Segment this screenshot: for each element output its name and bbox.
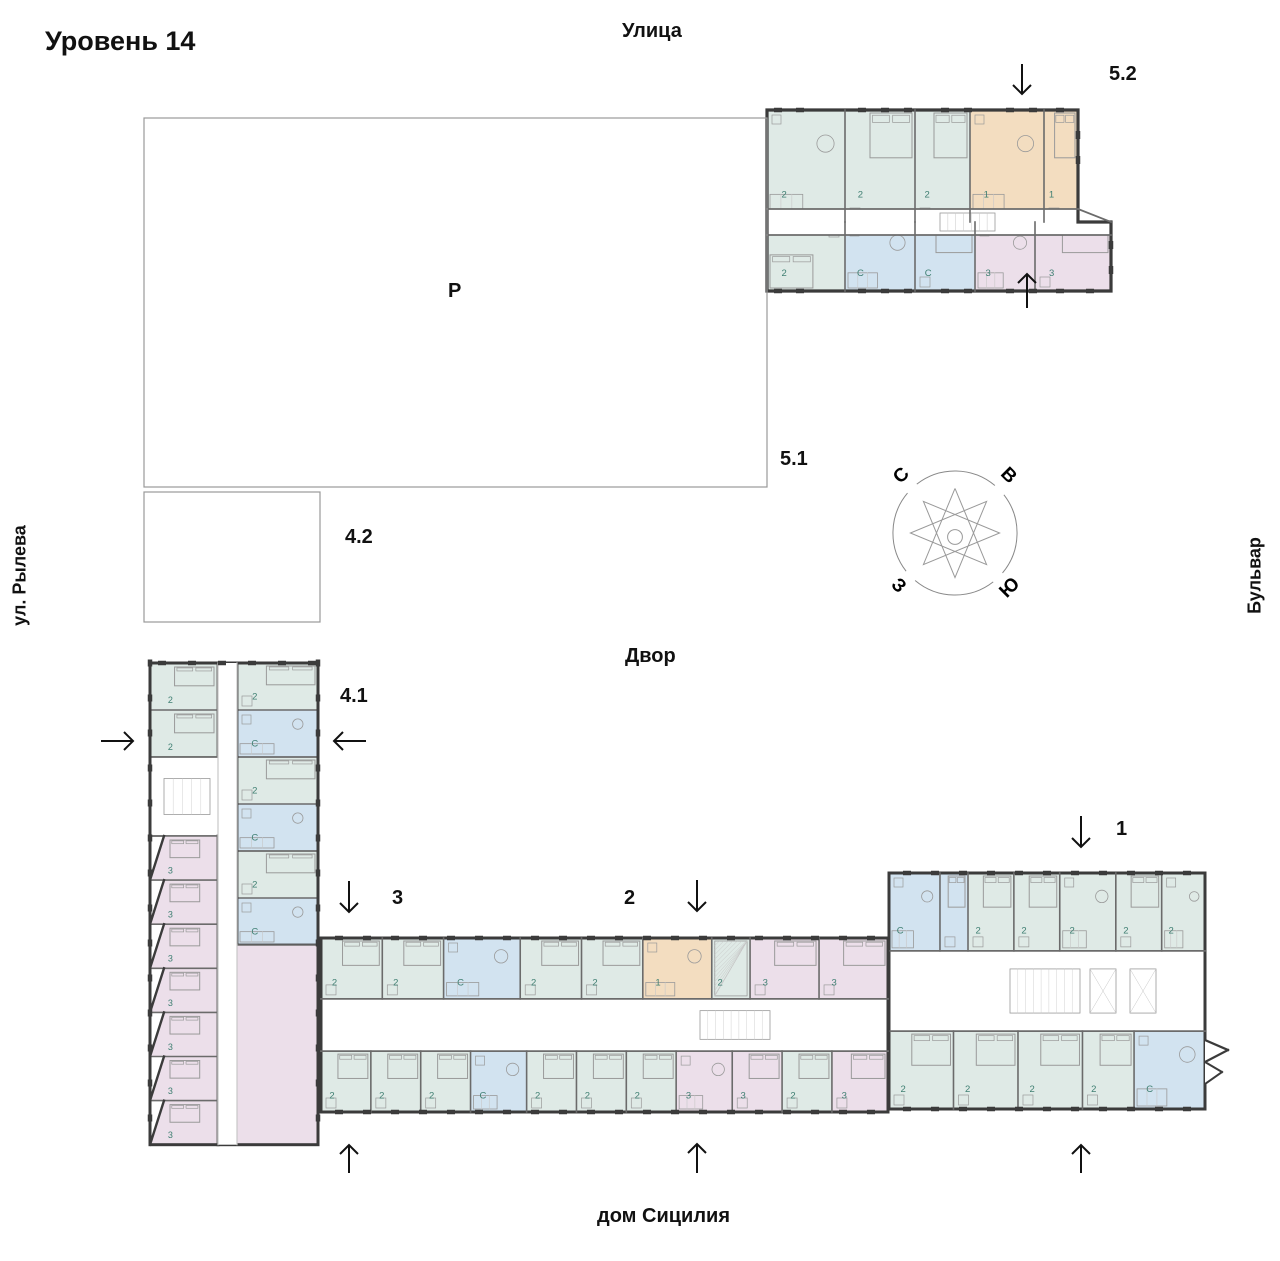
svg-text:3: 3 bbox=[168, 998, 173, 1008]
svg-text:3: 3 bbox=[986, 268, 991, 279]
svg-text:2: 2 bbox=[252, 786, 257, 797]
svg-text:2: 2 bbox=[1069, 926, 1074, 937]
svg-text:2: 2 bbox=[393, 978, 398, 989]
svg-text:2: 2 bbox=[252, 692, 257, 703]
svg-text:2: 2 bbox=[1091, 1084, 1096, 1095]
svg-text:1: 1 bbox=[1049, 189, 1054, 200]
svg-text:C: C bbox=[897, 926, 904, 937]
svg-text:C: C bbox=[1146, 1084, 1153, 1095]
svg-text:Ю: Ю bbox=[996, 574, 1025, 603]
svg-text:2: 2 bbox=[332, 978, 337, 989]
svg-text:2: 2 bbox=[429, 1091, 434, 1102]
svg-text:2: 2 bbox=[168, 742, 173, 752]
svg-text:3: 3 bbox=[168, 1130, 173, 1140]
svg-text:2: 2 bbox=[592, 978, 597, 989]
svg-text:2: 2 bbox=[1169, 926, 1174, 937]
svg-text:C: C bbox=[251, 833, 258, 844]
svg-text:1: 1 bbox=[984, 189, 989, 200]
svg-text:3: 3 bbox=[842, 1091, 847, 1102]
svg-text:3: 3 bbox=[763, 978, 768, 989]
svg-text:2: 2 bbox=[585, 1091, 590, 1102]
svg-text:2: 2 bbox=[531, 978, 536, 989]
svg-text:3: 3 bbox=[168, 910, 173, 920]
svg-text:2: 2 bbox=[718, 978, 723, 989]
svg-text:C: C bbox=[479, 1091, 486, 1102]
svg-text:2: 2 bbox=[965, 1084, 970, 1095]
svg-text:З: З bbox=[887, 574, 910, 597]
svg-text:2: 2 bbox=[924, 189, 929, 200]
svg-text:2: 2 bbox=[1030, 1084, 1035, 1095]
svg-text:2: 2 bbox=[858, 189, 863, 200]
svg-text:3: 3 bbox=[1049, 268, 1054, 279]
svg-text:3: 3 bbox=[832, 978, 837, 989]
svg-text:2: 2 bbox=[535, 1091, 540, 1102]
svg-text:3: 3 bbox=[168, 1086, 173, 1096]
svg-text:2: 2 bbox=[901, 1084, 906, 1095]
svg-text:В: В bbox=[996, 463, 1021, 488]
svg-text:2: 2 bbox=[168, 695, 173, 705]
svg-text:C: C bbox=[457, 978, 464, 989]
svg-text:C: C bbox=[925, 268, 932, 279]
svg-text:2: 2 bbox=[790, 1091, 795, 1102]
svg-text:2: 2 bbox=[329, 1091, 334, 1102]
svg-text:3: 3 bbox=[168, 954, 173, 964]
svg-text:C: C bbox=[251, 927, 258, 938]
svg-text:3: 3 bbox=[168, 1042, 173, 1052]
svg-text:2: 2 bbox=[782, 268, 787, 279]
svg-text:2: 2 bbox=[1021, 926, 1026, 937]
svg-text:2: 2 bbox=[252, 880, 257, 891]
svg-text:2: 2 bbox=[1123, 926, 1128, 937]
svg-text:2: 2 bbox=[782, 189, 787, 200]
svg-text:C: C bbox=[251, 739, 258, 750]
svg-text:3: 3 bbox=[741, 1091, 746, 1102]
svg-text:2: 2 bbox=[635, 1091, 640, 1102]
svg-text:2: 2 bbox=[379, 1091, 384, 1102]
svg-text:3: 3 bbox=[686, 1091, 691, 1102]
svg-text:C: C bbox=[857, 268, 864, 279]
svg-text:С: С bbox=[889, 463, 914, 488]
svg-text:2: 2 bbox=[975, 926, 980, 937]
svg-text:3: 3 bbox=[168, 866, 173, 876]
svg-text:1: 1 bbox=[655, 978, 660, 989]
